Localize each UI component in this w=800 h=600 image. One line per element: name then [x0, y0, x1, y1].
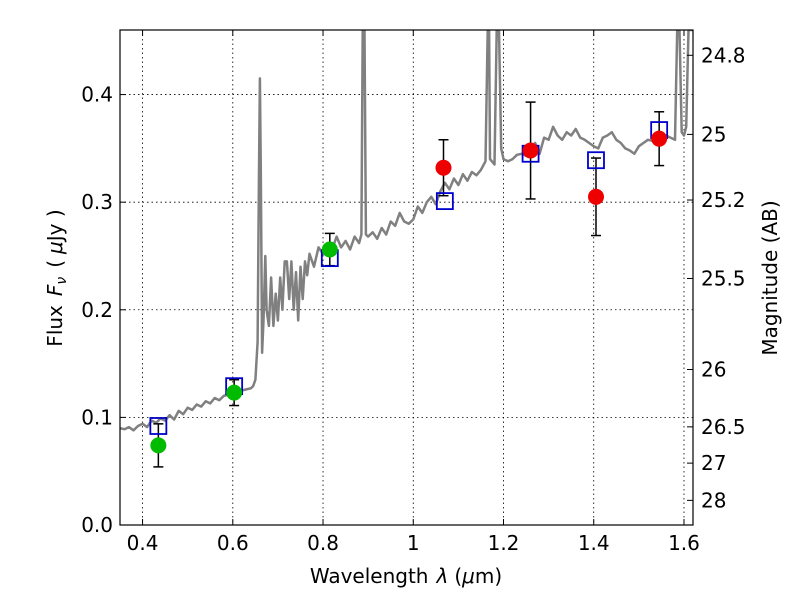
y-tick-label: 0.1 [81, 405, 113, 429]
y-tick-label: 0.2 [81, 298, 113, 322]
plot-area [120, 30, 693, 468]
model-squares [149, 121, 669, 435]
observed-point [321, 241, 338, 258]
y-axis-flux-symbol: F [43, 284, 67, 296]
y-axis-label-text: Flux [43, 305, 67, 347]
x-tick-label: 0.4 [127, 531, 159, 555]
y-tick-label: 0.0 [81, 513, 113, 537]
y2-tick-label: 25.5 [701, 266, 746, 290]
observed-point [587, 188, 604, 205]
x-tick-label: 1.4 [578, 531, 610, 555]
y-axis-unit-mu: μ [43, 241, 67, 255]
y2-tick-label: 27 [701, 451, 726, 475]
observed-point [651, 130, 668, 147]
y-axis-flux-subscript: ν [54, 277, 70, 285]
x-tick-label: 1.6 [668, 531, 700, 555]
y-axis-unit-open: ( [43, 260, 67, 268]
y2-axis-label: Magnitude (AB) [758, 200, 782, 355]
model-square [149, 417, 168, 435]
x-axis-ticks: 0.4 0.6 0.8 1 1.2 1.4 1.6 [127, 30, 700, 555]
x-axis-lambda: λ [435, 564, 448, 588]
x-tick-label: 1.2 [488, 531, 520, 555]
observed-point [522, 142, 539, 159]
y-axis-unit-rest: Jy ) [43, 209, 67, 243]
x-axis-label: Wavelength λ (μm) [310, 564, 502, 588]
x-axis-unit-rest: m) [475, 564, 502, 588]
y-axis-ticks: 0.0 0.1 0.2 0.3 0.4 [81, 83, 126, 537]
plot-frame [119, 29, 694, 526]
y2-tick-label: 26 [701, 358, 726, 382]
y2-tick-label: 25 [701, 122, 726, 146]
y2-tick-label: 24.8 [701, 43, 746, 67]
x-axis-unit-open: ( [454, 564, 462, 588]
x-tick-label: 0.6 [217, 531, 249, 555]
y-axis-label: Flux Fν ( μJy ) [43, 209, 70, 346]
observed-points [150, 130, 668, 454]
y-tick-label: 0.4 [81, 83, 113, 107]
y-tick-label: 0.3 [81, 190, 113, 214]
observed-point [150, 437, 167, 454]
y2-axis-ticks: 24.8 25 25.2 25.5 26 26.5 27 28 [687, 43, 746, 512]
x-axis-unit-mu: μ [461, 564, 475, 588]
y2-tick-label: 28 [701, 488, 726, 512]
model-square [587, 151, 605, 170]
observed-point [435, 159, 452, 176]
spectrum-line [120, 30, 693, 432]
x-tick-label: 1 [407, 531, 420, 555]
observed-point [226, 384, 243, 401]
x-tick-label: 0.8 [307, 531, 339, 555]
y2-tick-label: 25.2 [701, 188, 746, 212]
y2-tick-label: 26.5 [701, 415, 746, 439]
model-square [435, 192, 454, 210]
grid-lines [120, 30, 693, 526]
x-axis-label-text: Wavelength [310, 564, 429, 588]
